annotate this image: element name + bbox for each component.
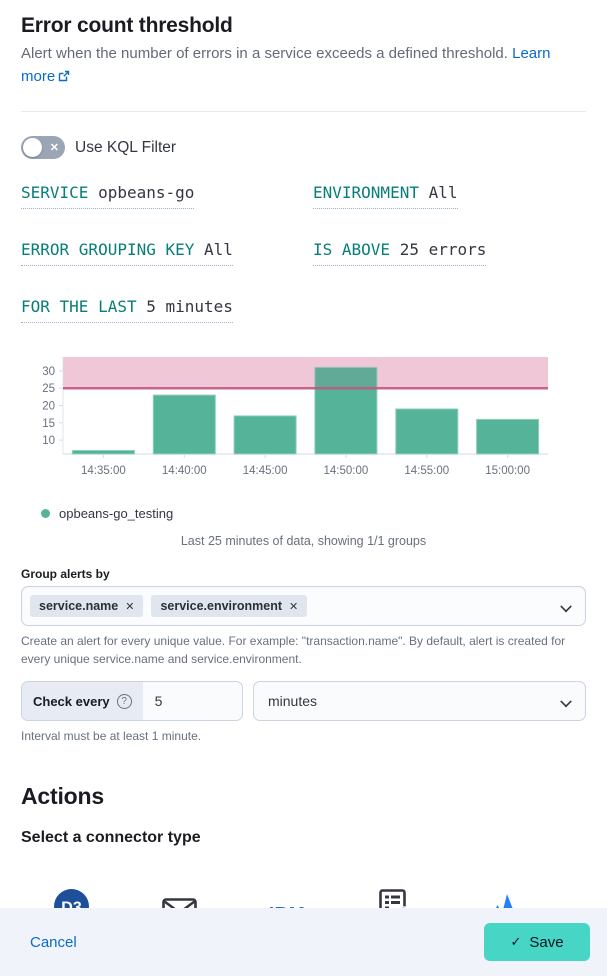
chevron-down-icon — [560, 694, 572, 706]
svg-text:14:40:00: 14:40:00 — [162, 465, 207, 477]
cancel-button[interactable]: Cancel — [30, 933, 77, 951]
expression-label: ERROR GROUPING KEY — [21, 240, 195, 259]
divider — [21, 111, 586, 112]
help-icon[interactable]: ? — [116, 693, 132, 709]
check-icon: ✓ — [510, 934, 522, 949]
chip-label: service.name — [39, 599, 119, 613]
svg-text:14:45:00: 14:45:00 — [243, 465, 288, 477]
learn-more-link[interactable]: Learn more — [21, 45, 550, 85]
expression-label: ENVIRONMENT — [313, 183, 419, 202]
group-by-chip[interactable]: service.name ✕ — [30, 595, 144, 617]
svg-text:14:35:00: 14:35:00 — [81, 465, 126, 477]
page-description: Alert when the number of errors in a ser… — [21, 43, 566, 89]
legend-series-label: opbeans-go_testing — [59, 506, 174, 521]
svg-text:14:55:00: 14:55:00 — [404, 465, 449, 477]
expression-service[interactable]: SERVICE opbeans-go — [21, 183, 195, 209]
toggle-knob — [23, 138, 42, 157]
description-text: Alert when the number of errors in a ser… — [21, 45, 508, 62]
kql-filter-label: Use KQL Filter — [75, 138, 177, 156]
interval-unit-select[interactable]: minutes — [253, 681, 586, 721]
kql-filter-row: ✕ Use KQL Filter — [21, 136, 586, 159]
expression-value: All — [428, 183, 458, 202]
chart-legend[interactable]: opbeans-go_testing — [41, 506, 586, 521]
expression-is-above[interactable]: IS ABOVE 25 errors — [313, 240, 487, 266]
toggle-off-icon: ✕ — [49, 141, 59, 154]
schedule-row: Check every ? minutes — [21, 681, 586, 721]
group-by-chip[interactable]: service.environment ✕ — [151, 595, 308, 617]
external-link-icon — [58, 67, 70, 90]
group-alerts-help: Create an alert for every unique value. … — [21, 634, 566, 666]
check-every-label: Check every ? — [22, 682, 143, 720]
legend-series-dot — [41, 509, 50, 518]
expression-error-grouping-key[interactable]: ERROR GROUPING KEY All — [21, 240, 233, 266]
save-button-label: Save — [529, 933, 564, 951]
chip-label: service.environment — [160, 599, 283, 613]
rule-expressions: SERVICE opbeans-go ENVIRONMENT All ERROR G… — [21, 183, 586, 323]
svg-text:14:50:00: 14:50:00 — [324, 465, 369, 477]
close-icon[interactable]: ✕ — [289, 600, 299, 613]
threshold-bar-chart: 10 15 20 25 30 14:35:00 14:40:00 14:45:00 14:50:… — [42, 357, 548, 477]
expression-value: 5 minutes — [146, 297, 233, 316]
save-button[interactable]: ✓ Save — [484, 923, 590, 961]
expression-environment[interactable]: ENVIRONMENT All — [313, 183, 458, 209]
kql-filter-toggle[interactable]: ✕ — [21, 136, 65, 159]
check-every-text: Check every — [33, 693, 110, 709]
interval-unit-value: minutes — [268, 693, 318, 709]
flyout-footer: Cancel ✓ Save — [0, 908, 607, 976]
interval-help: Interval must be at least 1 minute. — [21, 729, 202, 743]
group-alerts-combobox[interactable]: service.name ✕ service.environment ✕ — [21, 586, 586, 626]
svg-text:15: 15 — [42, 418, 55, 430]
expression-for-the-last[interactable]: FOR THE LAST 5 minutes — [21, 297, 233, 323]
check-every-group: Check every ? — [21, 681, 243, 721]
preview-chart: 10 15 20 25 30 14:35:00 14:40:00 14:45:00 14:50:… — [21, 353, 586, 492]
actions-heading: Actions — [21, 783, 104, 809]
page-title: Error count threshold — [21, 14, 233, 37]
close-icon[interactable]: ✕ — [125, 600, 135, 613]
learn-more-label: Learn more — [21, 45, 551, 85]
svg-text:25: 25 — [42, 383, 55, 395]
svg-text:15:00:00: 15:00:00 — [485, 465, 530, 477]
connector-type-heading: Select a connector type — [21, 829, 201, 846]
svg-text:30: 30 — [42, 366, 55, 378]
group-alerts-label: Group alerts by — [21, 567, 110, 581]
expression-label: FOR THE LAST — [21, 297, 137, 316]
expression-value: opbeans-go — [98, 183, 195, 202]
svg-text:10: 10 — [42, 435, 55, 447]
check-every-input[interactable] — [142, 682, 242, 720]
svg-text:20: 20 — [42, 401, 55, 413]
chevron-down-icon[interactable] — [560, 599, 572, 611]
expression-value: 25 errors — [399, 240, 487, 259]
chart-caption: Last 25 minutes of data, showing 1/1 gro… — [180, 534, 427, 548]
expression-label: IS ABOVE — [313, 240, 391, 259]
expression-label: SERVICE — [21, 183, 89, 202]
expression-value: All — [204, 240, 233, 259]
